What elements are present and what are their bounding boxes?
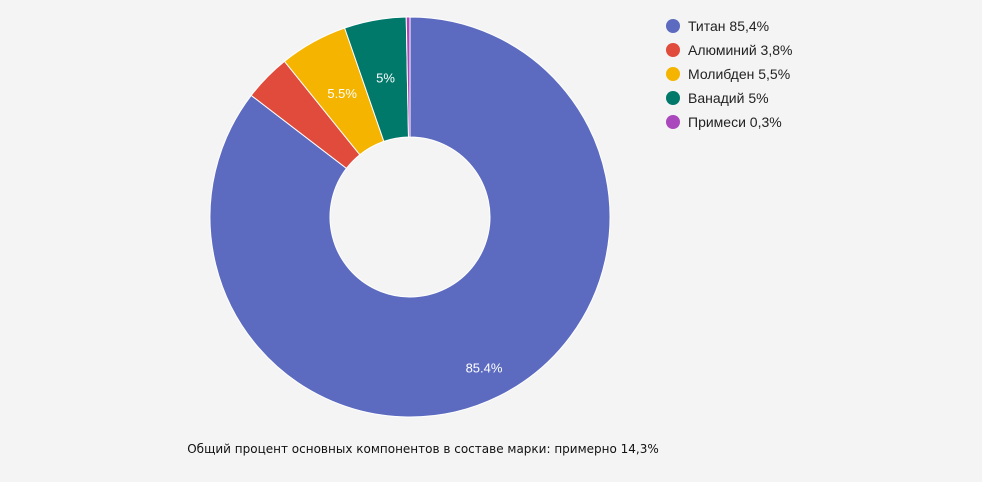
chart-caption: Общий процент основных компонентов в сос… <box>187 442 659 456</box>
legend-swatch <box>666 67 680 81</box>
slice-label-1: 85.4% <box>466 360 503 375</box>
slice-1[interactable] <box>209 16 611 418</box>
legend-label: Титан 85,4% <box>688 18 770 34</box>
legend-swatch <box>666 43 680 57</box>
legend-item-3[interactable]: Молибден 5,5% <box>666 62 792 86</box>
legend-item-1[interactable]: Титан 85,4% <box>666 14 792 38</box>
slice-label-3: 5.5% <box>327 86 357 101</box>
legend-item-5[interactable]: Примеси 0,3% <box>666 110 792 134</box>
legend-swatch <box>666 115 680 129</box>
legend-swatch <box>666 19 680 33</box>
slice-labels-layer: 85.4% 5.5% 5% <box>327 71 503 376</box>
slice-label-4: 5% <box>376 71 395 86</box>
legend-label: Молибден 5,5% <box>688 66 791 82</box>
chart-legend: Титан 85,4% Алюминий 3,8% Молибден 5,5% Ван… <box>666 14 792 134</box>
slices-layer <box>209 16 611 418</box>
legend-label: Ванадий 5% <box>688 90 769 106</box>
slice-5[interactable] <box>405 16 411 138</box>
legend-item-2[interactable]: Алюминий 3,8% <box>666 38 792 62</box>
legend-label: Примеси 0,3% <box>688 114 782 130</box>
legend-item-4[interactable]: Ванадий 5% <box>666 86 792 110</box>
legend-label: Алюминий 3,8% <box>688 42 793 58</box>
legend-swatch <box>666 91 680 105</box>
